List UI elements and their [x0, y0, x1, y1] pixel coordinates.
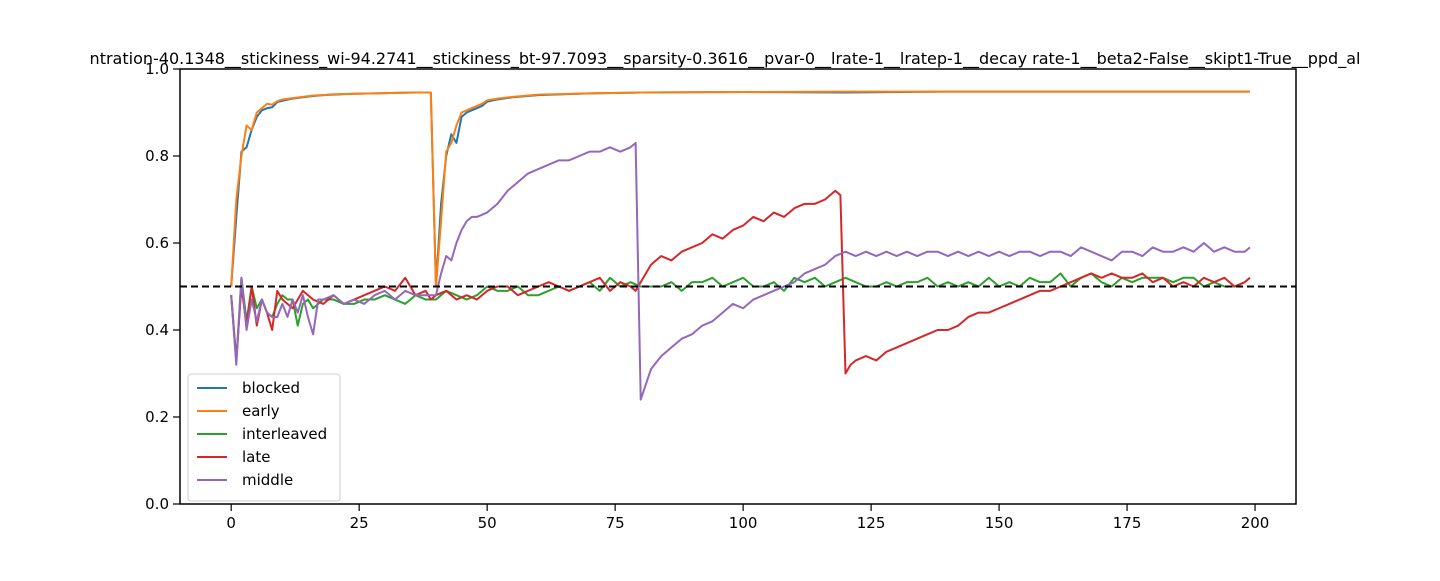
legend-label-interleaved: interleaved	[242, 425, 327, 443]
series-line-interleaved	[230, 272, 1251, 362]
x-tick-label: 150	[985, 514, 1014, 532]
x-tick-label: 0	[226, 514, 236, 532]
x-tick-label: 50	[478, 514, 497, 532]
x-tick-label: 200	[1241, 514, 1270, 532]
x-tick-label: 25	[350, 514, 369, 532]
x-tick-label: 175	[1113, 514, 1142, 532]
legend-label-early: early	[242, 402, 280, 420]
series-line-late	[230, 189, 1251, 375]
x-tick-label: 100	[729, 514, 758, 532]
y-tick-label: 0.0	[145, 495, 169, 513]
legend-box	[187, 373, 341, 502]
y-tick-label: 0.8	[145, 147, 169, 165]
plot-area: 0 25 50 75 100 125 150 175 200 0.0 0.2 0.4 0.6 0.8 1.0…	[145, 60, 1297, 532]
x-tick-label: 75	[606, 514, 625, 532]
chart-title: ntration-40.1348__stickiness_wi-94.2741_…	[90, 49, 1361, 69]
y-tick-label: 0.2	[145, 408, 169, 426]
y-tick-label: 1.0	[145, 60, 169, 78]
x-tick-label: 125	[857, 514, 886, 532]
y-tick-label: 0.6	[145, 234, 169, 252]
legend-label-late: late	[242, 448, 270, 466]
legend-label-middle: middle	[242, 471, 293, 489]
legend-label-blocked: blocked	[242, 379, 300, 397]
series-line-middle	[230, 141, 1251, 401]
y-tick-label: 0.4	[145, 321, 169, 339]
plot-frame	[179, 68, 1297, 505]
